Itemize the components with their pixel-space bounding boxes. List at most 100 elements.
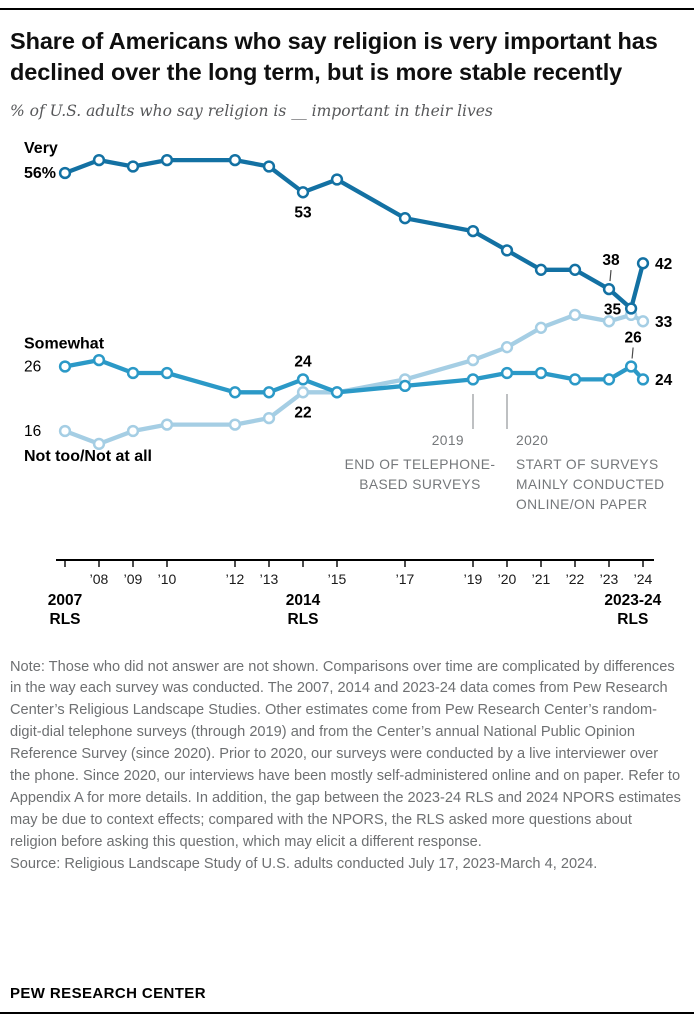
callout-year-label: 2019 [432,433,464,448]
data-point-very [126,159,140,173]
data-point-not-too [500,340,514,353]
data-point-not-too [534,321,548,334]
data-point-somewhat [262,385,276,398]
top-border [0,8,694,10]
data-point-very [262,159,276,173]
rls-year-label: 2014 [286,592,321,609]
series-line-very [64,157,646,311]
data-point-somewhat [58,359,72,373]
point-value-label: 53 [294,204,312,221]
rls-year-label: 2007 [48,592,82,609]
chart-subtitle: % of U.S. adults who say religion is __ … [10,101,493,120]
axis-tick-label: ’13 [260,571,279,587]
data-point-very [160,153,174,166]
data-point-somewhat [228,385,242,398]
rls-label: RLS [50,611,81,628]
data-point-very [466,224,480,237]
data-point-very [636,256,650,269]
point-value-label: 42 [655,255,672,272]
axis-tick-label: ’10 [158,571,177,587]
data-point-not-too [262,411,276,424]
point-value-label: 22 [294,404,311,421]
data-point-very [624,301,638,315]
series-edge-label: Very [24,140,58,157]
data-point-somewhat [636,372,650,386]
pew-research-center-wordmark: PEW RESEARCH CENTER [10,985,206,1002]
callout-text: START OF SURVEYS [516,457,659,472]
data-point-not-too [636,314,650,327]
series-line-not-too [64,312,645,446]
data-point-very [602,282,616,295]
point-value-label: 24 [655,371,673,388]
point-value-label: 33 [655,313,673,330]
data-point-somewhat [624,359,638,373]
data-point-not-too [126,424,140,437]
data-point-somewhat [126,366,140,379]
series-edge-label: 56% [24,165,56,182]
data-point-somewhat [500,366,514,379]
series-edge-label: 26 [24,358,41,375]
axis-tick-label: ’21 [532,571,551,587]
axis-tick-label: ’19 [464,571,483,587]
data-point-not-too [228,417,242,431]
rls-label: RLS [617,611,648,628]
axis-tick-label: ’17 [396,571,415,587]
axis-tick-label: ’20 [498,571,517,587]
data-point-somewhat [160,366,174,379]
data-point-somewhat [398,379,412,392]
data-point-very [58,166,72,179]
line-chart: ’08 ’09 ’10 ’12 ’13 ’15 ’17 ’19 ’20 ’21 ’22 ’23 ’24 2… [24,140,673,628]
axis-tick-label: ’22 [566,571,585,587]
label-leader-line [631,346,634,359]
label-leader-line [609,269,612,281]
data-point-very [534,263,548,276]
data-point-very [92,153,106,166]
content: Share of Americans who say religion is v… [0,10,694,1012]
axis-tick-label: ’08 [90,571,109,587]
data-point-somewhat [568,372,582,386]
point-value-label: 24 [294,353,312,370]
data-point-somewhat [330,385,344,398]
callout-text: MAINLY CONDUCTED [516,477,664,492]
point-value-label: 35 [604,301,622,318]
note-text: Note: Those who did not answer are not s… [10,658,681,850]
series-edge-label: Not too/Not at all [24,448,152,465]
callout-text: END OF TELEPHONE- [345,457,496,472]
axis-tick-label: ’09 [124,571,143,587]
point-value-label: 38 [602,252,620,269]
bottom-border [0,1012,694,1014]
data-point-very [228,153,242,166]
data-point-not-too [58,424,72,437]
data-point-very [500,243,514,257]
source-text: Source: Religious Landscape Study of U.S… [10,855,598,872]
data-point-not-too [160,417,174,431]
data-point-somewhat [296,372,310,386]
chart-title: Share of Americans who say religion is v… [10,28,658,86]
data-point-not-too [92,437,106,450]
data-point-very [296,185,310,198]
callout-year-label: 2020 [516,433,548,448]
series-edge-label: 16 [24,423,41,440]
data-point-very [330,172,344,186]
data-point-somewhat [534,366,548,379]
data-point-not-too [568,308,582,321]
data-point-not-too [296,385,310,398]
rls-year-label: 2023-24 [604,592,661,609]
point-value-label: 26 [624,329,642,346]
data-point-not-too [466,353,480,366]
data-point-somewhat [466,372,480,386]
axis-tick-label: ’24 [634,571,653,587]
data-point-somewhat [92,353,106,366]
axis-tick-label: ’12 [226,571,245,587]
series-edge-label: Somewhat [24,335,105,352]
series-line-somewhat [64,357,645,394]
axis-tick-label: ’23 [600,571,619,587]
callout-text: ONLINE/ON PAPER [516,497,647,512]
callout-text: BASED SURVEYS [359,477,481,492]
data-point-very [398,211,412,224]
data-point-very [568,263,582,276]
data-point-somewhat [602,372,616,386]
rls-label: RLS [288,611,319,628]
axis-tick-label: ’15 [328,571,347,587]
